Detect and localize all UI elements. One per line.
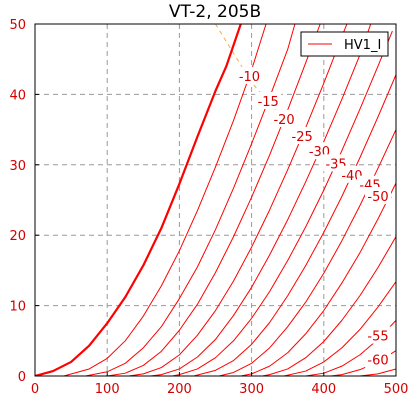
curve-label-bg [271, 109, 298, 127]
legend: HV1_I [300, 31, 389, 57]
legend-box [300, 31, 389, 57]
curve-line [128, 24, 348, 376]
curve-labels: -10-15-20-25-30-35-40-45-50-55-60 [236, 66, 391, 369]
curve-label-bg [365, 187, 391, 205]
x-tick-label: 100 [95, 382, 120, 397]
curve-line [35, 24, 242, 376]
y-tick-label: 30 [9, 159, 26, 174]
curve-line [63, 24, 267, 376]
chart-title: VT-2, 205B [169, 2, 261, 22]
axis-ticks: 0 100 200 300 400 500 0 10 20 30 40 50 [9, 18, 408, 397]
curve-line [240, 182, 396, 376]
x-tick-label: 500 [384, 382, 409, 397]
y-tick-label: 10 [9, 300, 26, 315]
plot-frame [34, 23, 397, 377]
curve-line [172, 30, 393, 376]
legend-label: HV1_I [344, 38, 381, 53]
x-tick-label: 300 [239, 382, 264, 397]
curve-line [193, 74, 396, 376]
curve-line [107, 24, 321, 376]
curve-line [283, 281, 396, 376]
y-tick-label: 0 [18, 370, 26, 385]
y-tick-label: 40 [9, 88, 26, 103]
plate-curves [35, 24, 396, 376]
curve-label: -20 [273, 113, 294, 128]
x-tick-label: 0 [31, 382, 39, 397]
curve-line [359, 368, 396, 376]
curve-label: -50 [367, 190, 388, 205]
x-tick-label: 200 [167, 382, 192, 397]
y-tick-label: 20 [9, 229, 26, 244]
curve-label: -10 [239, 70, 260, 85]
curve-line [150, 24, 372, 376]
curve-line [262, 236, 396, 376]
curve-label-bg [365, 350, 391, 368]
x-tick-label: 400 [311, 382, 336, 397]
curve-label-bg [365, 326, 391, 344]
curve-label: -15 [258, 95, 279, 110]
curve-label-bg [255, 91, 282, 109]
curve-label: -55 [367, 330, 388, 345]
y-tick-label: 50 [9, 18, 26, 33]
curve-label: -25 [292, 130, 313, 145]
curve-label-bg [289, 126, 316, 144]
curve-label: -60 [367, 354, 388, 369]
curve-label-bg [236, 66, 263, 84]
